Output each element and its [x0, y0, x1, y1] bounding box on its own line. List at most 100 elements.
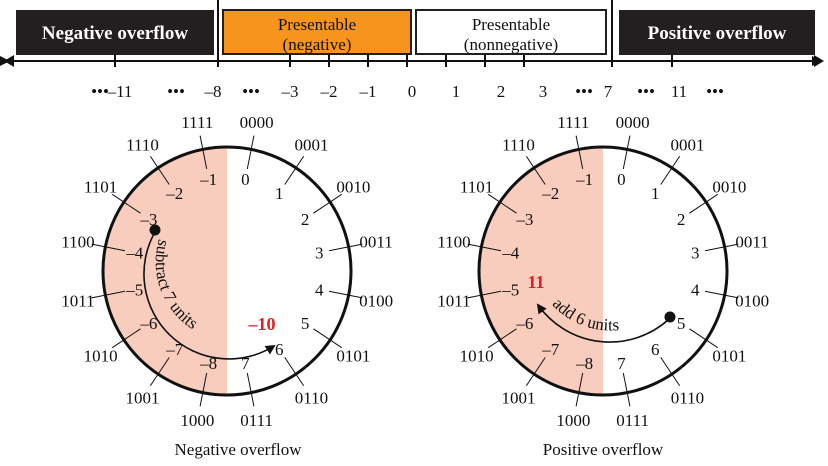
wheel-tick — [149, 155, 170, 185]
wheel-tick — [525, 357, 546, 387]
wheel-value: 6 — [275, 340, 284, 359]
wheel-binary: 1000 — [556, 411, 590, 430]
wheel-value: 3 — [315, 244, 324, 263]
wheel-binary: 0101 — [712, 346, 746, 365]
wheel-binary: 1101 — [460, 178, 493, 197]
wheel-binary: 1110 — [502, 136, 535, 155]
axis-tick-label: ••• — [706, 82, 724, 101]
wheel-tick — [575, 372, 584, 407]
wheel-value: –2 — [165, 184, 183, 203]
axis-tick-label: ••• — [575, 82, 593, 101]
wheel-value: 2 — [301, 210, 310, 229]
wheel-tick — [149, 357, 170, 387]
wheel-value: –7 — [165, 340, 184, 359]
wheel-tick — [704, 243, 739, 252]
negative-overflow-label: Negative overflow — [42, 23, 188, 44]
presentable-negative-label-2: (negative) — [283, 35, 352, 54]
wheel-value: –4 — [125, 244, 144, 263]
wheel-tick — [313, 328, 343, 349]
wheel-tick — [622, 135, 631, 170]
wheel-binary: 0101 — [336, 346, 370, 365]
wheel-tick — [660, 155, 681, 185]
wheel-binary: 0100 — [735, 292, 769, 311]
wheel-binary: 1100 — [61, 232, 94, 251]
wheel-binary: 1100 — [437, 232, 470, 251]
wheel-binary: 1110 — [126, 136, 159, 155]
wheel-tick — [575, 135, 584, 170]
wheel-tick — [284, 357, 305, 387]
wheel-binary: 1101 — [84, 178, 117, 197]
positive-overflow-label: Positive overflow — [648, 23, 787, 44]
wheel-binary: 0010 — [712, 178, 746, 197]
wheel-value: –5 — [501, 280, 519, 299]
wheel-value: –5 — [125, 280, 143, 299]
axis-tick-label: 2 — [497, 82, 506, 101]
wheel-binary: 0000 — [240, 113, 274, 132]
axis-tick-label: 11 — [671, 82, 687, 101]
wheel-binary: 1010 — [460, 346, 494, 365]
wheel-tick — [467, 290, 502, 299]
wheel-tick — [689, 193, 719, 214]
axis-tick-label: ••• — [91, 82, 109, 101]
wheel-tick — [111, 193, 141, 214]
negative-overflow-wheel: 0000010001200103001140100501016011070111… — [61, 113, 393, 430]
presentable-nonnegative-box — [415, 9, 607, 55]
wheel-tick — [91, 243, 126, 252]
axis-tick-label: –3 — [281, 82, 299, 101]
wheel-binary: 0110 — [295, 388, 328, 407]
add-arrow — [536, 303, 669, 343]
number-line: Negative overflow Presentable (negative)… — [0, 0, 824, 101]
wheel-value: 0 — [241, 170, 250, 189]
wheel-value: 4 — [691, 280, 700, 299]
positive-overflow-wheel: 0000010001200103001140100501016011070111… — [437, 113, 769, 430]
wheel-tick — [199, 372, 208, 407]
wheel-value: –6 — [139, 314, 157, 333]
wheel-tick — [199, 135, 208, 170]
axis-tick-label: –1 — [359, 82, 377, 101]
wheel-value: –8 — [199, 354, 217, 373]
axis-tick-label: 1 — [452, 82, 461, 101]
wheel-value: 2 — [677, 210, 686, 229]
subtract-arrow — [143, 231, 276, 360]
wheel-value: 3 — [691, 244, 700, 263]
wheel-circle — [101, 145, 353, 397]
negative-overflow-box — [16, 10, 214, 55]
wheel-binary: 1010 — [84, 346, 118, 365]
wheel-binary: 0010 — [336, 178, 370, 197]
wheel-value: –3 — [515, 210, 533, 229]
wheel-value: –2 — [541, 184, 559, 203]
caption-negative-overflow: Negative overflow — [175, 440, 303, 459]
wheel-value: 7 — [241, 354, 250, 373]
wheel-value: 7 — [617, 354, 626, 373]
wheel-binary: 0110 — [671, 388, 704, 407]
wheel-tick — [660, 357, 681, 387]
wheel-tick — [704, 290, 739, 299]
wheel-binary: 1011 — [61, 292, 94, 311]
wheel-value: –3 — [139, 210, 157, 229]
wheel-binary: 0000 — [616, 113, 650, 132]
wheel-value: 6 — [651, 340, 660, 359]
wheel-value: 1 — [275, 184, 284, 203]
wheel-circle — [477, 145, 729, 397]
axis-tick-label: 3 — [539, 82, 548, 101]
wheel-binary: 1001 — [126, 388, 160, 407]
wheel-tick — [111, 328, 141, 349]
wheel-binary: 1001 — [502, 388, 536, 407]
wheel-value: 5 — [677, 314, 686, 333]
wheel-value: –4 — [501, 244, 520, 263]
wheel-binary: 0111 — [616, 411, 649, 430]
axis-tick-label: ••• — [167, 82, 185, 101]
axis-tick-label: –8 — [204, 82, 222, 101]
wheel-value: –1 — [199, 170, 217, 189]
wheel-tick — [467, 243, 502, 252]
wheel-binary: 1000 — [180, 411, 214, 430]
wheel-value: –6 — [515, 314, 533, 333]
wheel-tick — [328, 243, 363, 252]
axis-tick-label: 7 — [604, 82, 613, 101]
presentable-nonnegative-label-1: Presentable — [472, 15, 550, 34]
positive-overflow-box — [619, 10, 815, 55]
wheel-binary: 0001 — [670, 136, 704, 155]
result-value-positive: 11 — [527, 272, 544, 292]
caption-positive-overflow: Positive overflow — [543, 440, 664, 459]
